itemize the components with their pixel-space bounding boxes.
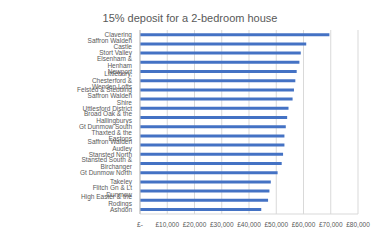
svg-text:Gt Dunmow North: Gt Dunmow North [80, 169, 132, 176]
svg-text:£30,000: £30,000 [210, 221, 234, 228]
svg-text:£-: £- [137, 221, 143, 228]
svg-text:£10,000: £10,000 [156, 221, 180, 228]
svg-text:£60,000: £60,000 [292, 221, 316, 228]
svg-text:£70,000: £70,000 [319, 221, 343, 228]
svg-text:£40,000: £40,000 [237, 221, 261, 228]
svg-text:£80,000: £80,000 [346, 221, 370, 228]
svg-text:£50,000: £50,000 [265, 221, 289, 228]
svg-text:Ashdon: Ashdon [110, 206, 132, 213]
svg-text:£20,000: £20,000 [183, 221, 207, 228]
